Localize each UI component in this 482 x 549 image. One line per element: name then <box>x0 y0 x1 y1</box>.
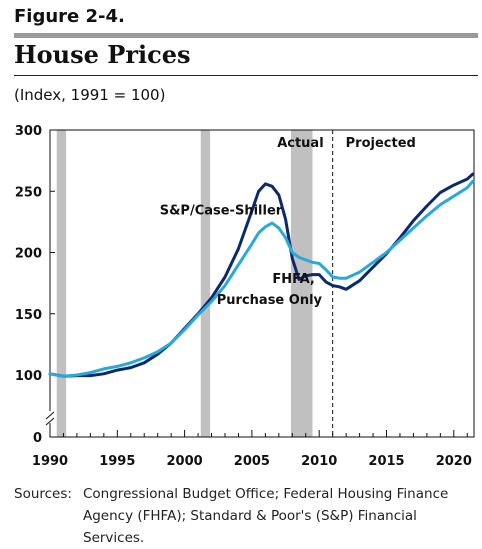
fhfa-line <box>48 179 475 378</box>
x-tick-label: 2000 <box>167 454 203 469</box>
y-tick-label: 200 <box>15 247 42 262</box>
x-tick-label: 2010 <box>301 454 337 469</box>
recession-band <box>56 130 67 437</box>
series-lines <box>48 172 475 378</box>
x-tick-label: 1990 <box>32 454 68 469</box>
series-label: FHFA, <box>272 272 314 287</box>
top-rule <box>14 33 478 38</box>
series-label: Purchase Only <box>217 293 323 308</box>
y-tick-label: 0 <box>33 431 42 446</box>
axis-break-gap <box>45 411 55 423</box>
axes: 0 100 150 200 250 300 1990 1995 2000 2005 2010 2015… <box>15 124 475 469</box>
projected-label: Projected <box>346 136 416 151</box>
chart-title: House Prices <box>14 40 191 69</box>
source-text: Congressional Budget Office; Federal Hou… <box>83 486 449 546</box>
axis-break-mark <box>45 417 55 426</box>
actual-label: Actual <box>277 136 323 151</box>
title-rule <box>14 75 478 76</box>
plot-frame <box>49 129 475 438</box>
series-label: S&P/Case-Shiller <box>160 204 283 219</box>
figure-label: Figure 2-4. <box>14 6 125 27</box>
x-tick-label: 2005 <box>234 454 270 469</box>
chart-subtitle: (Index, 1991 = 100) <box>14 86 166 104</box>
x-tick-label: 1995 <box>99 454 135 469</box>
x-tick-label: 2015 <box>368 454 404 469</box>
recession-band <box>290 130 313 437</box>
y-tick-label: 250 <box>15 185 42 200</box>
recession-bands <box>56 130 313 437</box>
y-tick-label: 300 <box>15 124 42 139</box>
chart-labels: Actual Projected S&P/Case-Shiller FHFA, Purc… <box>160 136 416 308</box>
y-tick-label: 100 <box>15 369 42 384</box>
axis-break-mark <box>45 411 55 420</box>
recession-band <box>200 130 211 437</box>
y-tick-label: 150 <box>15 308 42 323</box>
source-label: Sources: <box>14 486 72 502</box>
x-tick-label: 2020 <box>436 454 472 469</box>
